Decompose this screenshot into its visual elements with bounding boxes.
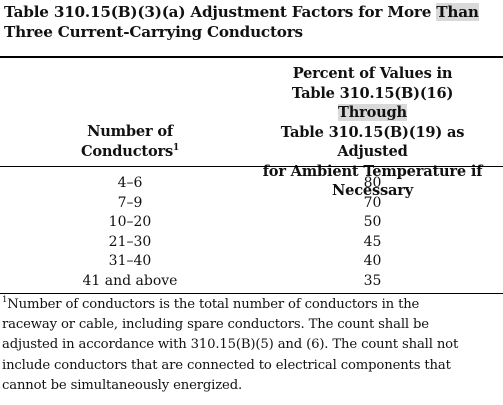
- table-row: 21–30 45: [0, 233, 503, 253]
- percent-cell: 40: [363, 253, 382, 269]
- footnote-line: raceway or cable, including spare conduc…: [2, 317, 429, 333]
- conductors-cell: 41 and above: [82, 272, 178, 289]
- caption-line-1: Table 310.15(B)(3)(a) Adjustment Factors…: [4, 3, 479, 21]
- conductors-cell: 31–40: [108, 253, 152, 269]
- column-header-line: Table 310.15(B)(16) Through: [291, 84, 454, 121]
- footnote-mark: 1: [2, 295, 8, 305]
- table-row: 10–20 50: [0, 213, 503, 233]
- percent-cell: 80: [363, 175, 382, 191]
- table-row: 7–9 70: [0, 194, 503, 214]
- footnote-line: cannot be simultaneously energized.: [2, 377, 243, 393]
- column-header-line: Conductors: [80, 142, 173, 160]
- table-bottom-rule: [0, 293, 503, 294]
- footnote-mark: 1: [172, 142, 180, 153]
- column-header-line: Percent of Values in: [292, 65, 453, 82]
- column-header-number-of-conductors: Number of Conductors1: [60, 122, 200, 161]
- table-footnote: 1Number of conductors is the total numbe…: [2, 295, 500, 396]
- column-header-text: Table 310.15(B)(16): [291, 84, 454, 102]
- conductors-cell: 7–9: [117, 194, 143, 211]
- table-header-rule: [0, 166, 503, 167]
- table-row: 41 and above 35: [0, 272, 503, 292]
- percent-cell: 45: [363, 233, 382, 250]
- column-header-line: Table 310.15(B)(19) as Adjusted: [280, 123, 465, 161]
- conductors-cell: 4–6: [117, 175, 143, 191]
- caption-line-2: Three Current-Carrying Conductors: [4, 23, 303, 41]
- caption-highlight: Than: [436, 3, 479, 21]
- conductors-cell: 10–20: [108, 214, 152, 230]
- footnote-line: adjusted in accordance with 310.15(B)(5)…: [2, 337, 459, 353]
- column-header-percent-of-values: Percent of Values in Table 310.15(B)(16)…: [255, 64, 490, 201]
- footnote-line: include conductors that are connected to…: [2, 357, 451, 373]
- column-header-highlight: Through: [338, 104, 407, 121]
- percent-cell: 70: [363, 194, 382, 211]
- conductors-cell: 21–30: [108, 233, 152, 250]
- table-row: 31–40 40: [0, 252, 503, 272]
- table-caption: Table 310.15(B)(3)(a) Adjustment Factors…: [4, 2, 499, 42]
- table-body: 4–6 80 7–9 70 10–20 50 21–30 45 31–40 40…: [0, 174, 503, 291]
- column-header-line: Number of: [87, 123, 173, 140]
- column-header-line: Necessary: [331, 182, 414, 199]
- footnote-line: Number of conductors is the total number…: [7, 297, 420, 312]
- percent-cell: 35: [363, 272, 382, 289]
- caption-text: Table 310.15(B)(3)(a) Adjustment Factors…: [4, 3, 437, 21]
- table-top-rule: [0, 56, 503, 58]
- table-row: 4–6 80: [0, 174, 503, 194]
- percent-cell: 50: [363, 214, 382, 230]
